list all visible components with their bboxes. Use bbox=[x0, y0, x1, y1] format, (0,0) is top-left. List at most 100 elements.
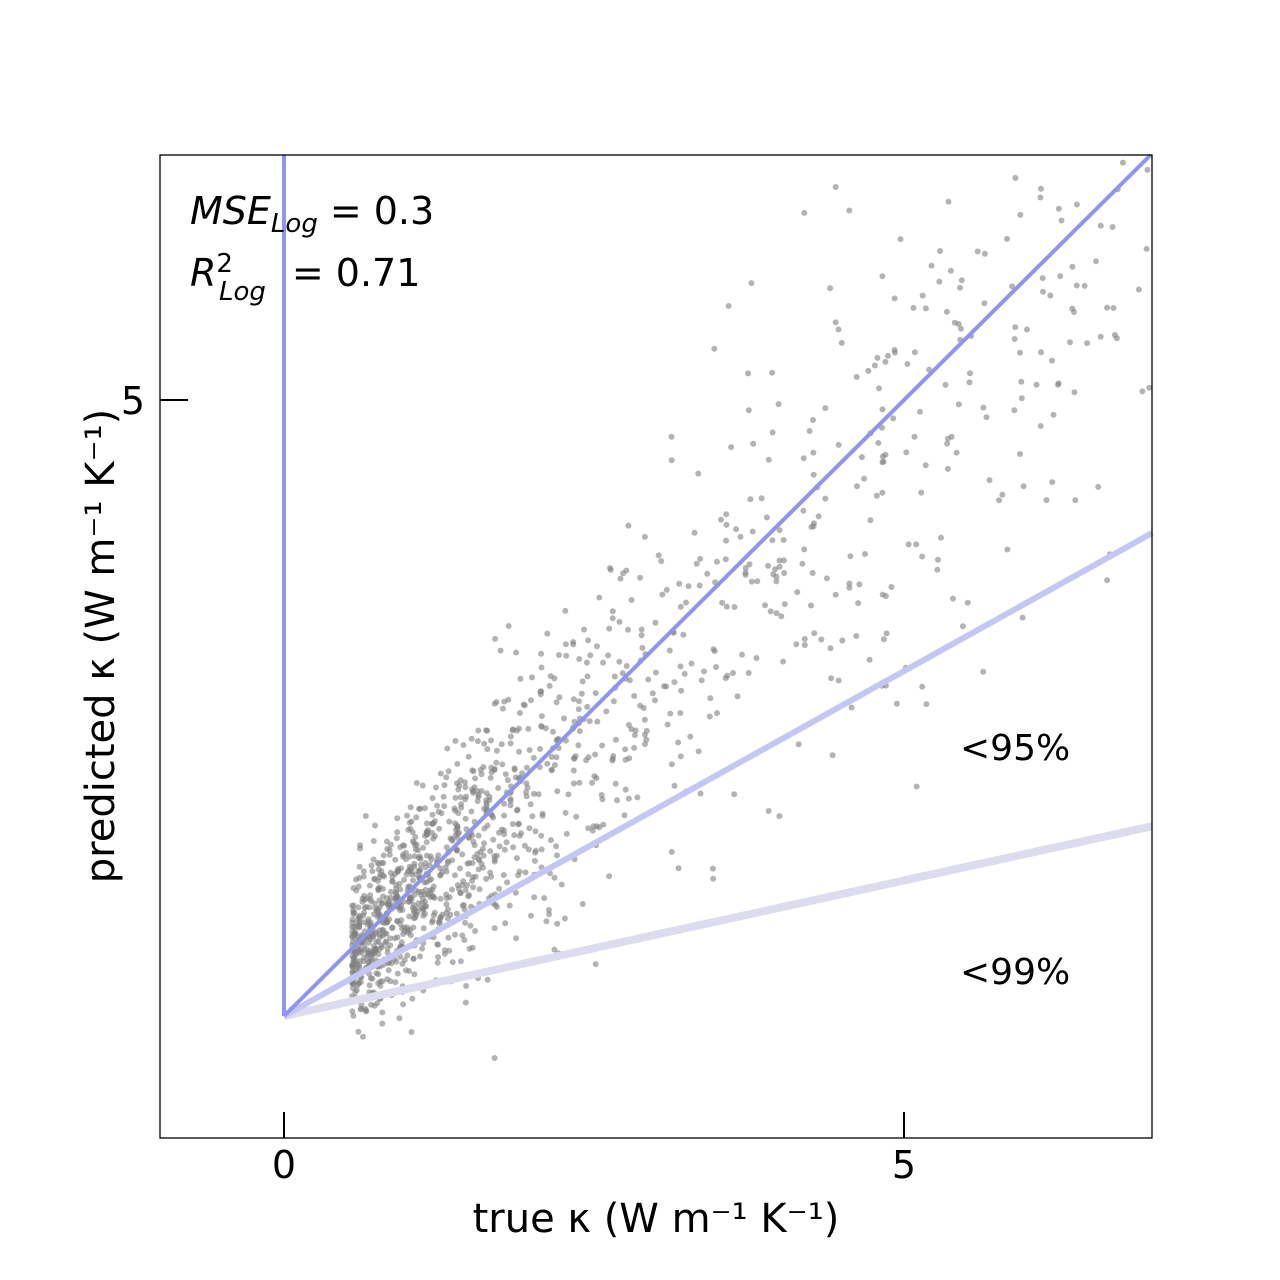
scatter-point bbox=[1049, 357, 1055, 364]
scatter-point bbox=[430, 912, 437, 919]
scatter-point bbox=[488, 737, 494, 744]
scatter-point bbox=[677, 710, 684, 716]
scatter-point bbox=[599, 742, 606, 749]
scatter-point bbox=[356, 916, 363, 922]
scatter-point bbox=[409, 838, 416, 845]
scatter-point bbox=[753, 655, 760, 661]
reference-line-1 bbox=[282, 530, 1154, 1019]
scatter-point bbox=[718, 516, 724, 523]
scatter-point bbox=[1104, 577, 1111, 584]
scatter-point bbox=[375, 971, 382, 978]
scatter-point bbox=[746, 561, 753, 568]
scatter-point bbox=[587, 652, 594, 659]
reference-lines bbox=[282, 153, 1154, 1020]
scatter-point bbox=[355, 1028, 362, 1035]
scatter-point bbox=[769, 429, 776, 436]
scatter-point bbox=[576, 698, 582, 705]
scatter-point bbox=[350, 1012, 357, 1019]
scatter-point bbox=[495, 785, 502, 791]
mse-subscript: Log bbox=[271, 209, 318, 239]
scatter-point bbox=[404, 812, 410, 819]
scatter-point bbox=[1054, 381, 1061, 388]
scatter-point bbox=[367, 892, 374, 899]
scatter-point bbox=[873, 492, 880, 499]
scatter-point bbox=[556, 694, 563, 701]
scatter-point bbox=[748, 280, 755, 287]
x-axis-label: true κ (W m⁻¹ K⁻¹) bbox=[473, 1196, 840, 1242]
scatter-point bbox=[398, 939, 405, 946]
scatter-point bbox=[539, 812, 546, 819]
scatter-point bbox=[446, 818, 453, 825]
scatter-point bbox=[781, 570, 788, 576]
scatter-point bbox=[835, 326, 842, 333]
scatter-point bbox=[747, 496, 754, 503]
scatter-point bbox=[937, 248, 944, 254]
scatter-point bbox=[532, 828, 539, 835]
scatter-point bbox=[1073, 201, 1080, 208]
scatter-point bbox=[622, 786, 629, 793]
scatter-point bbox=[554, 788, 561, 795]
scatter-point bbox=[948, 433, 955, 440]
scatter-point bbox=[462, 887, 469, 893]
scatter-point bbox=[810, 417, 816, 423]
scatter-point bbox=[713, 664, 720, 670]
scatter-point bbox=[470, 768, 477, 775]
scatter-point bbox=[371, 875, 378, 882]
scatter-point bbox=[936, 278, 943, 285]
scatter-point bbox=[351, 910, 358, 916]
scatter-point bbox=[693, 560, 700, 567]
scatter-point bbox=[384, 846, 391, 852]
scatter-point bbox=[625, 626, 631, 633]
scatter-point bbox=[399, 960, 406, 967]
scatter-point bbox=[723, 603, 730, 610]
scatter-point bbox=[532, 847, 539, 854]
scatter-point bbox=[416, 853, 423, 860]
scatter-point bbox=[801, 636, 808, 642]
scatter-point bbox=[463, 983, 470, 989]
scatter-point bbox=[586, 718, 593, 725]
scatter-point bbox=[652, 697, 658, 704]
scatter-point bbox=[742, 565, 749, 572]
scatter-point bbox=[531, 894, 538, 901]
scatter-point bbox=[350, 902, 357, 909]
scatter-point bbox=[1037, 194, 1044, 201]
scatter-point bbox=[1011, 407, 1018, 414]
scatter-point bbox=[1011, 336, 1018, 342]
scatter-point bbox=[917, 408, 923, 415]
scatter-point bbox=[429, 820, 436, 827]
scatter-point bbox=[483, 875, 490, 882]
scatter-point bbox=[678, 687, 685, 694]
scatter-point bbox=[581, 626, 588, 633]
scatter-point bbox=[491, 700, 498, 707]
scatter-point bbox=[1071, 389, 1078, 396]
scatter-point bbox=[562, 641, 569, 648]
scatter-point bbox=[631, 693, 638, 699]
scatter-point bbox=[551, 762, 558, 768]
scatter-point bbox=[538, 688, 545, 695]
scatter-point bbox=[1081, 282, 1088, 289]
scatter-point bbox=[801, 642, 808, 648]
scatter-point bbox=[401, 876, 407, 883]
scatter-point bbox=[776, 557, 783, 564]
scatter-point bbox=[815, 513, 822, 520]
scatter-point bbox=[750, 440, 757, 447]
scatter-point bbox=[511, 765, 518, 772]
scatter-point bbox=[350, 961, 357, 968]
scatter-point bbox=[986, 477, 993, 484]
scatter-point bbox=[570, 696, 577, 703]
scatter-point bbox=[730, 670, 736, 676]
scatter-point bbox=[893, 700, 900, 707]
scatter-point bbox=[1067, 339, 1073, 346]
scatter-point bbox=[671, 679, 678, 686]
scatter-point bbox=[710, 865, 716, 872]
scatter-point bbox=[570, 639, 577, 645]
scatter-point bbox=[415, 888, 422, 895]
scatter-point bbox=[663, 586, 670, 593]
scatter-point bbox=[413, 780, 420, 786]
scatter-point bbox=[428, 876, 435, 883]
scatter-point bbox=[369, 868, 376, 875]
scatter-point bbox=[642, 741, 648, 748]
scatter-point bbox=[440, 793, 447, 800]
scatter-point bbox=[350, 885, 357, 892]
scatter-point bbox=[867, 517, 874, 524]
